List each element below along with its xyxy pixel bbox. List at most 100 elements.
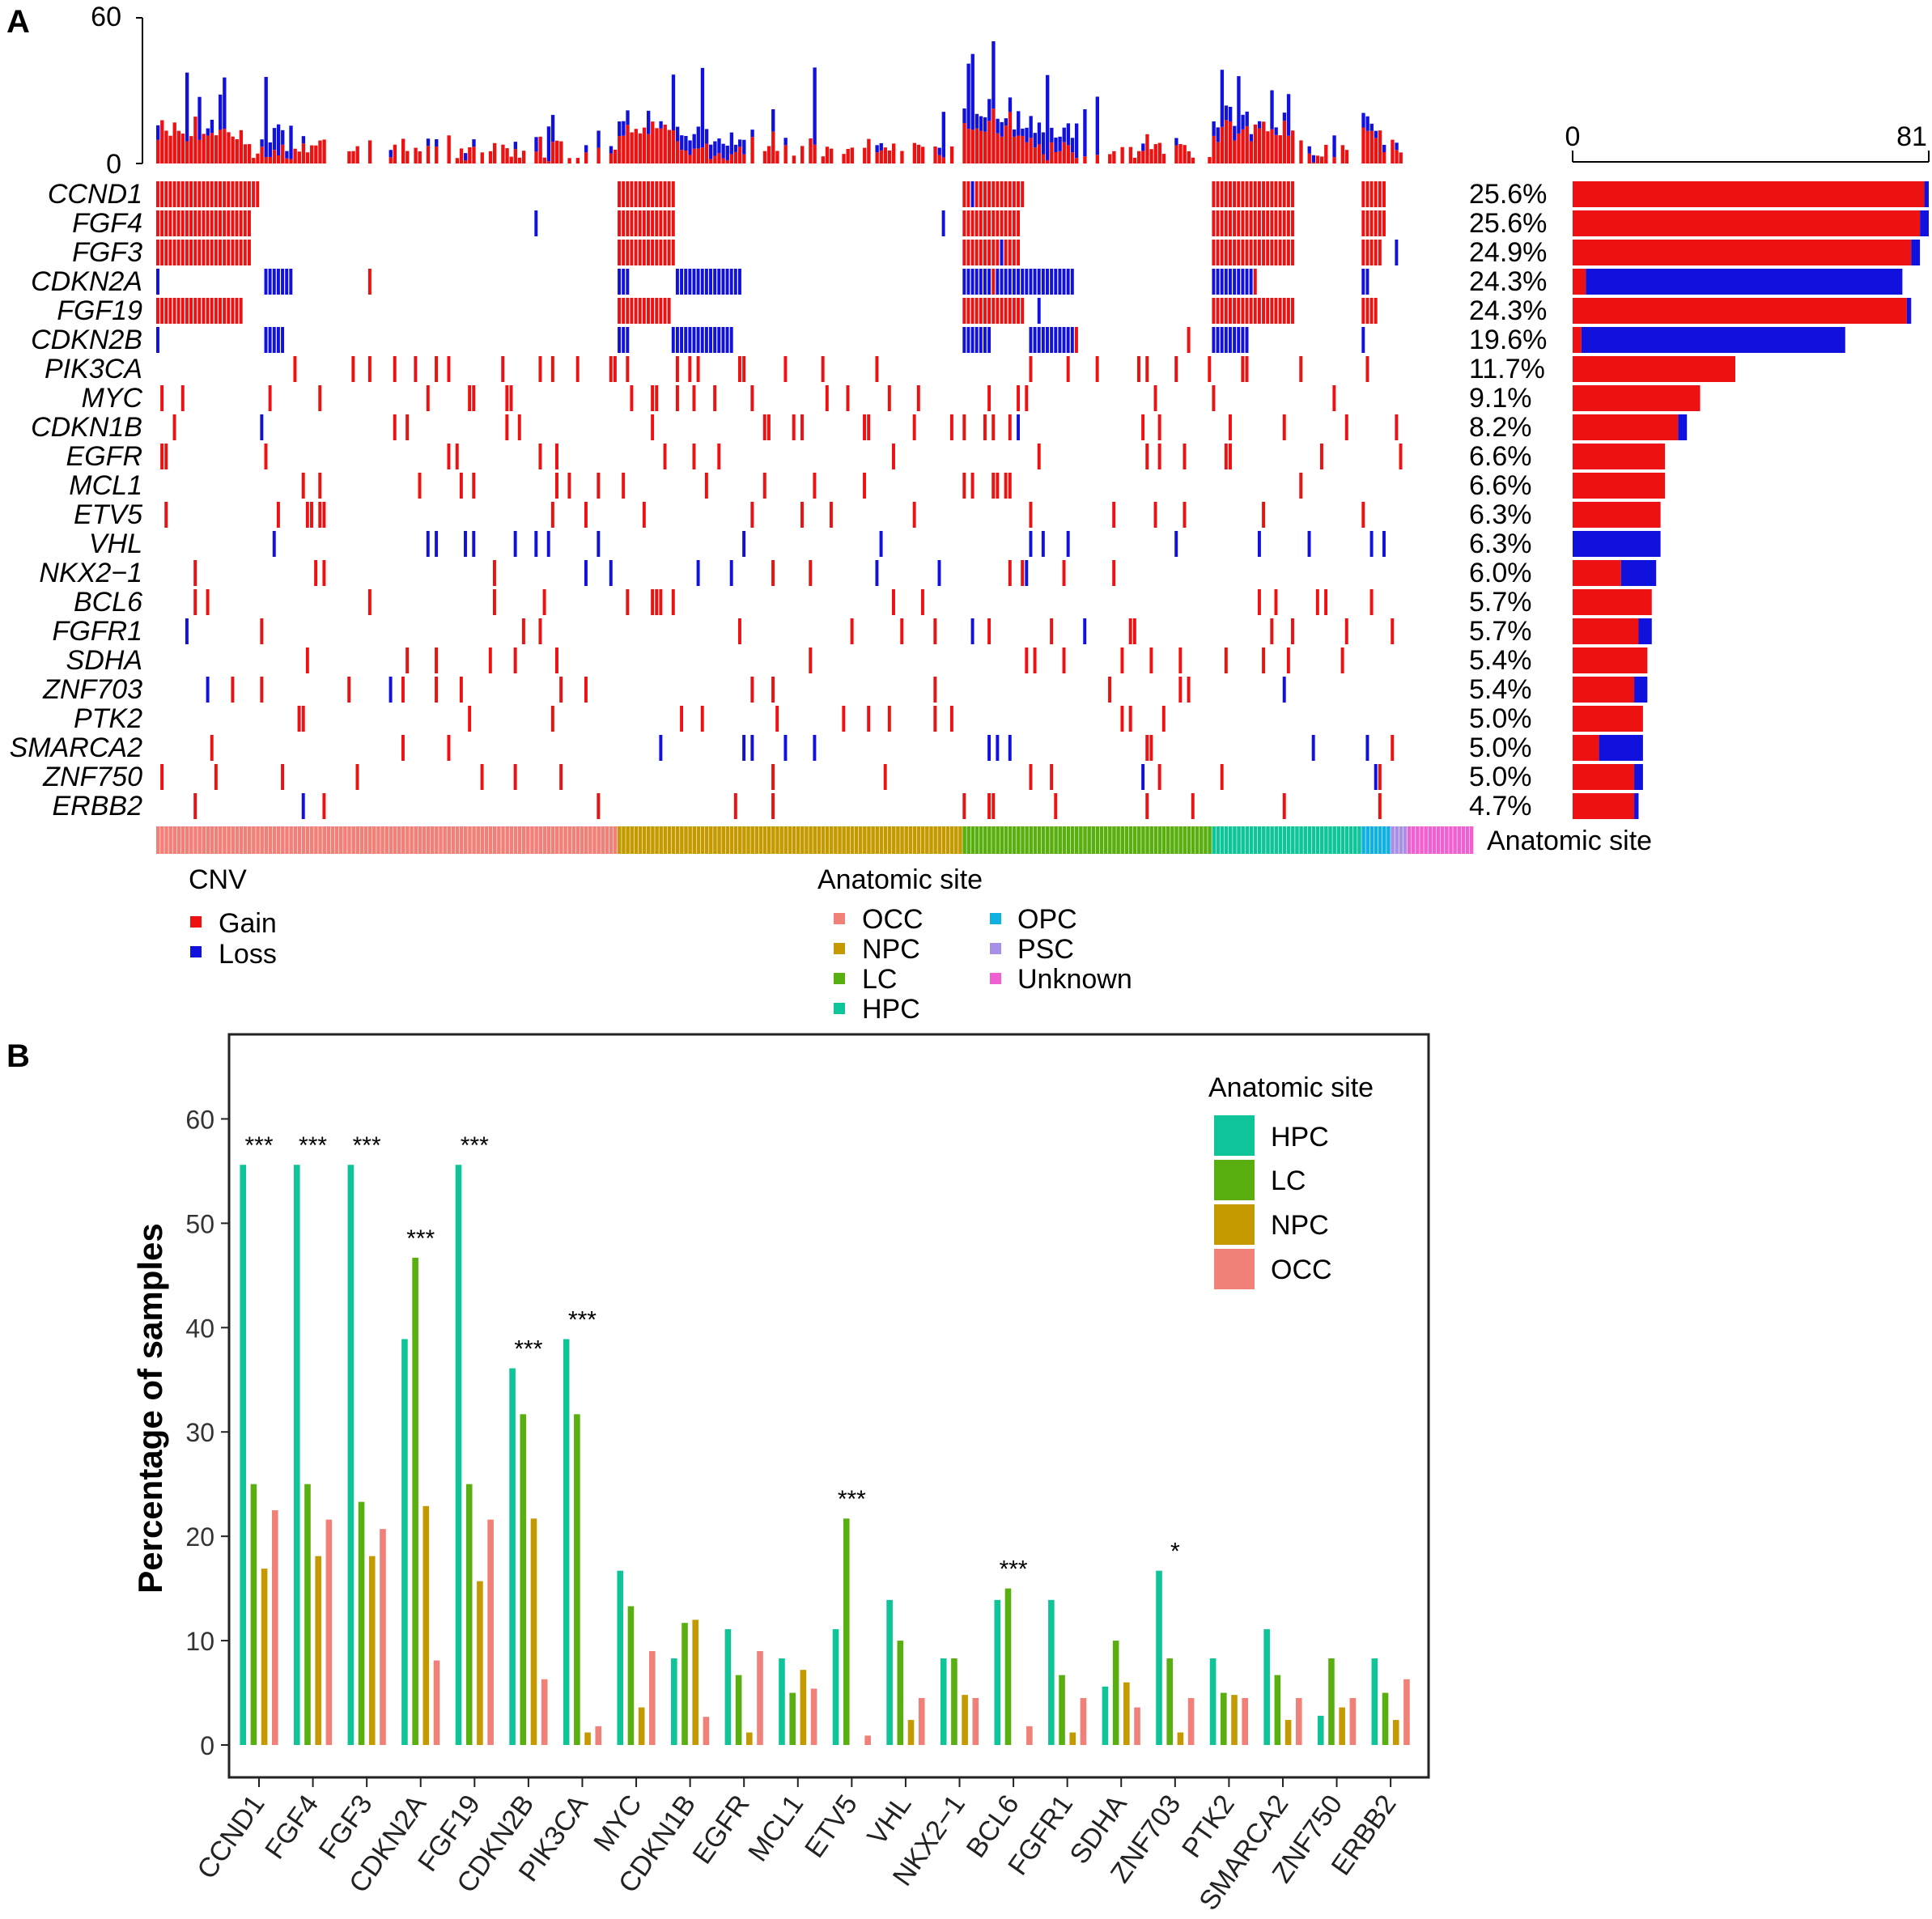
top-gain-bar [555, 140, 559, 163]
site-cell [464, 826, 468, 854]
oncoprint-cell [717, 444, 721, 469]
site-cell [929, 826, 933, 854]
right-axis-max: 81 [1896, 121, 1927, 152]
oncoprint-cell [642, 298, 646, 324]
oncoprint-cell [655, 589, 659, 615]
panel-a-label: A [6, 4, 30, 40]
oncoprint-cell [626, 269, 630, 295]
bar-hpc [1048, 1599, 1055, 1745]
oncoprint-cell [655, 181, 659, 207]
oncoprint-cell [239, 298, 243, 324]
site-cell [538, 826, 543, 854]
oncoprint-cell [464, 531, 467, 557]
site-legend-title: Anatomic site [817, 864, 983, 895]
oncoprint-cell [680, 269, 684, 295]
top-gain-bar [197, 139, 202, 163]
oncoprint-cell [164, 210, 168, 236]
site-cell [214, 826, 219, 854]
oncoprint-cell [281, 764, 285, 790]
top-gain-bar [351, 151, 355, 163]
right-gain-bar [1573, 764, 1635, 790]
oncoprint-cell [318, 502, 322, 528]
top-gain-bar [1324, 144, 1328, 163]
oncoprint-cell [979, 298, 983, 324]
oncoprint-cell [983, 240, 987, 265]
oncoprint-cell [488, 647, 492, 673]
site-cell [281, 826, 285, 854]
oncoprint-cell [1233, 298, 1237, 324]
site-cell [322, 826, 326, 854]
site-cell [996, 826, 1000, 854]
oncoprint-cell [996, 240, 1000, 265]
top-axis-min: 0 [106, 149, 121, 180]
top-gain-bar [962, 123, 966, 163]
oncoprint-cell [983, 414, 987, 440]
oncoprint-cell [1374, 764, 1378, 790]
site-cell [1029, 826, 1034, 854]
oncoprint-cell [1141, 764, 1145, 790]
oncoprint-cell [1241, 356, 1245, 382]
oncoprint-grid [156, 181, 1403, 819]
gene-label: CDKN2A [31, 266, 142, 297]
legend-title: Anatomic site [1208, 1072, 1374, 1103]
oncoprint-cell [264, 269, 268, 295]
legend-npc-label: NPC [1271, 1210, 1329, 1241]
site-cell [1174, 826, 1178, 854]
oncoprint-cell [214, 181, 218, 207]
site-cell [871, 826, 875, 854]
top-gain-bar [455, 158, 460, 163]
oncoprint-cell [1229, 298, 1232, 324]
oncoprint-cell [933, 677, 937, 703]
site-cell [264, 826, 269, 854]
oncoprint-cell [276, 269, 280, 295]
oncoprint-cell [1157, 764, 1161, 790]
y-tick-label: 10 [185, 1627, 214, 1656]
top-gain-bar [268, 156, 272, 163]
oncoprint-cell [168, 210, 172, 236]
top-gain-bar [559, 141, 563, 163]
oncoprint-cell [659, 589, 663, 615]
top-gain-bar [1262, 121, 1266, 163]
top-loss-bar [996, 118, 1000, 134]
bar-npc [1069, 1732, 1076, 1745]
top-gain-bar [219, 129, 223, 163]
top-loss-bar [435, 138, 439, 146]
top-gain-bar [243, 144, 248, 163]
site-cell [252, 826, 256, 854]
oncoprint-cell [243, 210, 247, 236]
top-gain-bar [176, 130, 181, 163]
top-gain-bar [1257, 128, 1262, 163]
oncoprint-cell [231, 298, 235, 324]
top-gain-bar [172, 122, 176, 163]
top-gain-bar [642, 127, 647, 163]
site-cell [443, 826, 447, 854]
y-tick-label: 40 [185, 1314, 214, 1343]
site-cell [276, 826, 281, 854]
oncoprint-cell [459, 473, 463, 499]
top-gain-bar [1012, 136, 1017, 163]
top-gain-bar [622, 135, 626, 163]
top-gain-bar [318, 140, 322, 163]
top-loss-bar [550, 114, 555, 142]
oncoprint-cell [584, 560, 588, 586]
site-legend: Anatomic site OCC NPC LC HPC OPC PSC Unk… [817, 864, 1132, 1025]
oncoprint-cell [1241, 298, 1245, 324]
site-cell [1095, 826, 1100, 854]
site-cell [588, 826, 592, 854]
oncoprint-cell [974, 327, 979, 353]
oncoprint-cell [867, 706, 871, 732]
oncoprint-cell [164, 298, 168, 324]
oncoprint-cell [733, 269, 737, 295]
oncoprint-cell [1369, 531, 1374, 557]
oncoprint-cell [642, 181, 646, 207]
oncoprint-cell [1378, 764, 1382, 790]
bar-lc [304, 1484, 311, 1745]
bar-npc [584, 1732, 591, 1745]
oncoprint-cell [671, 589, 675, 615]
top-gain-bar [281, 144, 285, 163]
oncoprint-cell [618, 210, 621, 236]
oncoprint-cell [651, 298, 655, 324]
oncoprint-cell [1286, 647, 1290, 673]
site-cell [813, 826, 817, 854]
